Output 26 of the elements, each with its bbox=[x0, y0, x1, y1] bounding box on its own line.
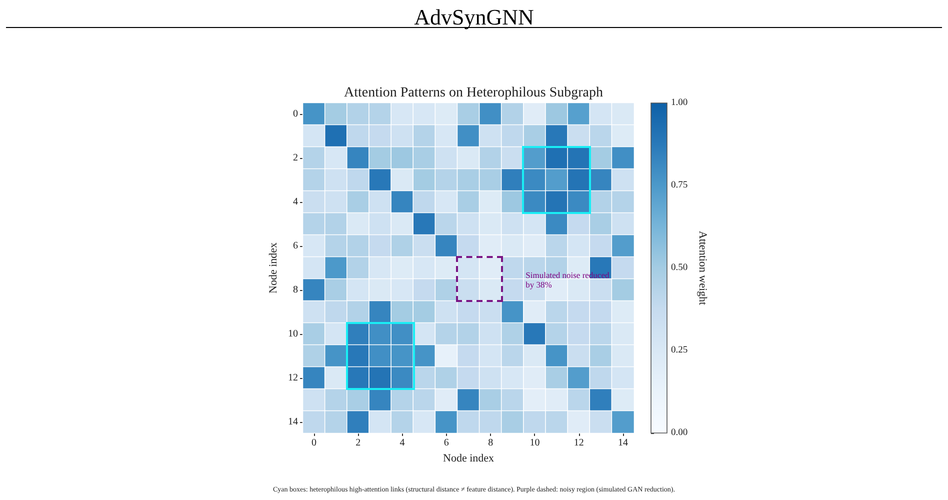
color-bar-label: 1.00 bbox=[671, 98, 688, 108]
x-axis-title: Node index bbox=[442, 452, 495, 464]
chart-subtitle: Attention Patterns on Heterophilous Subgraph bbox=[344, 86, 603, 100]
y-tick-label: 2 bbox=[293, 152, 298, 164]
x-tick-label: 12 bbox=[574, 438, 584, 448]
color-bar-label: 0.00 bbox=[671, 428, 688, 438]
y-axis-title: Node index bbox=[268, 242, 280, 294]
color-bar-label: 0.75 bbox=[671, 180, 688, 190]
color-bar-label: 0.25 bbox=[671, 346, 688, 356]
chart-title: AdvSynGNN bbox=[414, 4, 534, 30]
x-tick-label: 4 bbox=[400, 438, 405, 448]
x-tick-label: 0 bbox=[312, 438, 317, 448]
color-bar-label: 0.50 bbox=[671, 263, 688, 273]
y-tick-label: 8 bbox=[293, 284, 298, 296]
x-tick-label: 10 bbox=[530, 438, 540, 448]
y-tick-label: 4 bbox=[293, 196, 298, 208]
y-tick-label: 14 bbox=[288, 416, 298, 428]
y-tick-label: 10 bbox=[288, 328, 298, 340]
x-tick-label: 8 bbox=[488, 438, 494, 448]
y-tick-label: 0 bbox=[293, 108, 298, 120]
y-tick-label: 12 bbox=[288, 372, 298, 384]
x-tick-label: 14 bbox=[618, 438, 628, 448]
y-tick-label: 6 bbox=[293, 240, 298, 252]
color-bar-title: Attention weight bbox=[696, 230, 708, 306]
x-tick-label: 2 bbox=[356, 438, 361, 448]
x-tick-label: 6 bbox=[444, 438, 449, 448]
